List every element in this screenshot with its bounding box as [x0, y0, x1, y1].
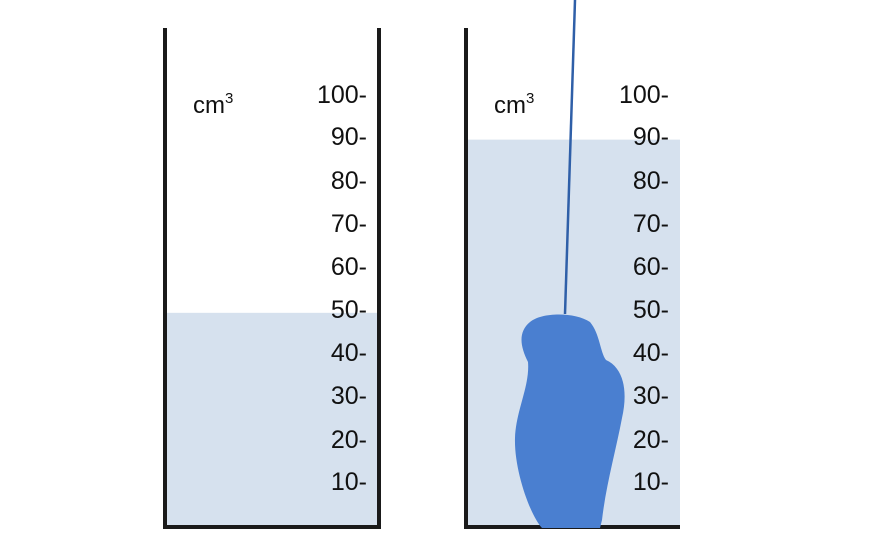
immersed-object [514, 314, 625, 528]
scale-label: 100- [619, 81, 669, 109]
scale-label: 60- [331, 253, 367, 281]
scale-label: 80- [331, 167, 367, 195]
scale-label: 10- [633, 468, 669, 496]
scale-label: 50- [331, 296, 367, 324]
scale-label: 30- [331, 382, 367, 410]
scale-label: 30- [633, 382, 669, 410]
scale-label: 70- [633, 210, 669, 238]
scale-label: 40- [331, 339, 367, 367]
scale-label: 60- [633, 253, 669, 281]
scale-label: 10- [331, 468, 367, 496]
scale-label: 20- [331, 426, 367, 454]
scale-label: 50- [633, 296, 669, 324]
scale-label: 20- [633, 426, 669, 454]
cylinder-before: cm3 100- 90- 80- 70- 60- 50- 40- 30- 20-… [163, 28, 381, 529]
scale-label: 90- [633, 123, 669, 151]
scale-label: 70- [331, 210, 367, 238]
water-before [166, 312, 378, 525]
scale-before: 100- 90- 80- 70- 60- 50- 40- 30- 20- 10- [317, 81, 367, 496]
scale-label: 100- [317, 81, 367, 109]
unit-label-before: cm3 [193, 90, 233, 119]
cylinder-after: cm3 100- 90- 80- 70- 60- 50- 40- 30- 20-… [464, 0, 680, 529]
unit-label-after: cm3 [494, 90, 534, 119]
scale-after: 100- 90- 80- 70- 60- 50- 40- 30- 20- 10- [619, 81, 669, 496]
scale-label: 90- [331, 123, 367, 151]
unit-power-before: 3 [225, 90, 233, 107]
scale-label: 40- [633, 339, 669, 367]
unit-power-after: 3 [526, 90, 534, 107]
suspension-string [563, 0, 577, 315]
scale-label: 80- [633, 167, 669, 195]
